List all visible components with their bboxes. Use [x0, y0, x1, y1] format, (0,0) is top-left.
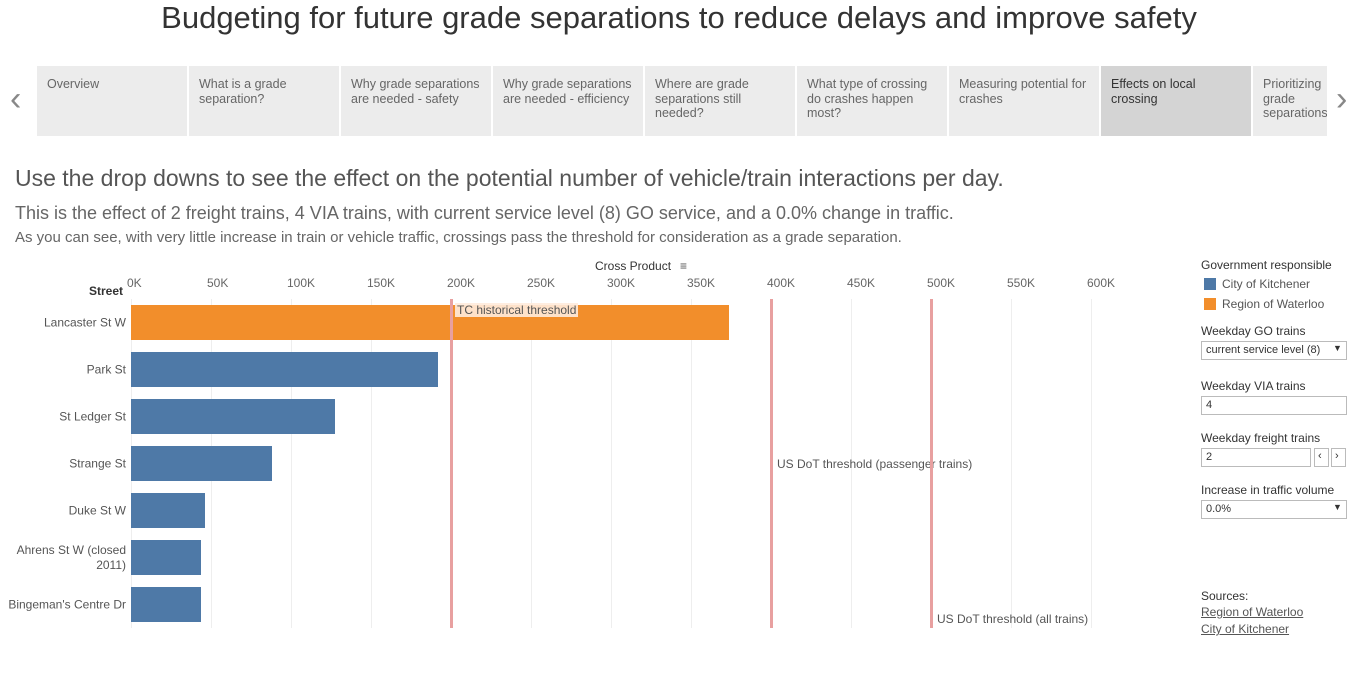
prev-arrow[interactable]: ‹: [10, 80, 22, 118]
nav-tab[interactable]: Why grade separations are needed - safet…: [341, 66, 491, 136]
y-tick-label: Strange St: [69, 456, 126, 470]
filter-control[interactable]: 4: [1201, 396, 1347, 415]
sources-label: Sources:: [1201, 589, 1249, 603]
page-title: Budgeting for future grade separations t…: [161, 0, 1197, 35]
grid-line: [611, 299, 612, 628]
source-link[interactable]: Region of Waterloo: [1201, 605, 1304, 619]
subheading: This is the effect of 2 freight trains, …: [15, 203, 954, 223]
x-tick-label: 200K: [447, 276, 476, 290]
dropdown-arrow[interactable]: ▼: [1333, 502, 1342, 512]
x-tick-label: 500K: [927, 276, 956, 290]
bar: [131, 399, 335, 434]
reference-line: [450, 299, 453, 628]
y-tick-label: Lancaster St W: [43, 315, 126, 329]
filter-label: Weekday GO trains: [1201, 324, 1306, 338]
x-tick-label: 150K: [367, 276, 396, 290]
x-axis-title: Cross Product: [595, 259, 672, 273]
note: As you can see, with very little increas…: [15, 229, 902, 246]
bar: [131, 493, 205, 528]
x-tick-label: 550K: [1007, 276, 1036, 290]
nav-tab[interactable]: What is a grade separation?: [189, 66, 339, 136]
x-tick-label: 450K: [847, 276, 876, 290]
next-arrow[interactable]: ›: [1336, 80, 1348, 118]
y-axis-title: Street: [89, 284, 124, 298]
reference-line: [770, 299, 773, 628]
nav-tab[interactable]: Overview: [37, 66, 187, 136]
grid-line: [291, 299, 292, 628]
grid-line: [851, 299, 852, 628]
filter-label: Weekday freight trains: [1201, 431, 1321, 445]
filter-control[interactable]: 0.0%: [1201, 500, 1347, 519]
grid-line: [691, 299, 692, 628]
y-tick-label: Bingeman's Centre Dr: [8, 597, 126, 611]
reference-line: [930, 299, 933, 628]
grid-line: [1091, 299, 1092, 628]
x-tick-label: 600K: [1087, 276, 1116, 290]
x-tick-label: 100K: [287, 276, 316, 290]
reference-label: TC historical threshold: [455, 303, 579, 317]
legend-label: Region of Waterloo: [1222, 297, 1325, 311]
grid-line: [1011, 299, 1012, 628]
bar: [131, 540, 202, 575]
y-tick-label: Ahrens St W (closed 2011): [16, 542, 126, 572]
source-link[interactable]: City of Kitchener: [1201, 622, 1290, 636]
reference-label: US DoT threshold (passenger trains): [777, 457, 973, 471]
y-tick-label: Duke St W: [68, 503, 126, 517]
heading: Use the drop downs to see the effect on …: [15, 165, 1004, 191]
nav-tab[interactable]: Where are grade separations still needed…: [645, 66, 795, 136]
nav-tab[interactable]: Prioritizing grade separations: [1253, 66, 1327, 136]
y-tick-label: St Ledger St: [59, 409, 126, 423]
dropdown-arrow[interactable]: ▼: [1333, 343, 1342, 353]
nav-tab[interactable]: Effects on local crossing: [1101, 66, 1251, 136]
bar: [131, 446, 272, 481]
x-tick-label: 300K: [607, 276, 636, 290]
grid-line: [371, 299, 372, 628]
x-tick-label: 350K: [687, 276, 716, 290]
x-tick-label: 0K: [127, 276, 142, 290]
nav-tab[interactable]: Measuring potential for crashes: [949, 66, 1099, 136]
bar: [131, 305, 730, 340]
sort-icon[interactable]: ≡: [680, 259, 688, 273]
filter-label: Increase in traffic volume: [1201, 483, 1335, 497]
grid-line: [531, 299, 532, 628]
bar: [131, 587, 202, 622]
step-down[interactable]: ‹: [1314, 448, 1329, 467]
filter-label: Weekday VIA trains: [1201, 379, 1306, 393]
x-tick-label: 50K: [207, 276, 229, 290]
filter-control[interactable]: current service level (8): [1201, 341, 1347, 360]
legend-swatch: [1204, 278, 1216, 290]
legend-swatch: [1204, 298, 1216, 310]
x-tick-label: 400K: [767, 276, 796, 290]
nav-tab[interactable]: Why grade separations are needed - effic…: [493, 66, 643, 136]
step-up[interactable]: ›: [1331, 448, 1346, 467]
reference-label: US DoT threshold (all trains): [937, 612, 1089, 626]
legend-label: City of Kitchener: [1222, 277, 1311, 291]
bar: [131, 352, 439, 387]
y-tick-label: Park St: [86, 362, 126, 376]
x-tick-label: 250K: [527, 276, 556, 290]
nav-tab[interactable]: What type of crossing do crashes happen …: [797, 66, 947, 136]
filter-control[interactable]: 2: [1201, 448, 1311, 467]
legend-title: Government responsible: [1201, 258, 1332, 272]
